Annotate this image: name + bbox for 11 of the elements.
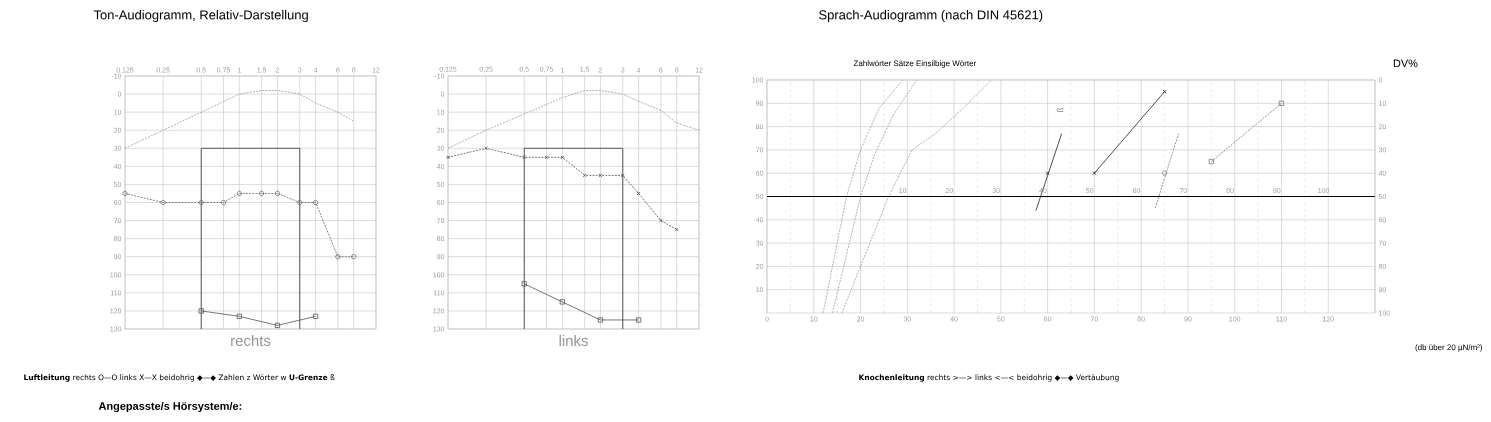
point [1161,170,1168,176]
point [1045,171,1050,176]
point [1278,100,1285,106]
annotation: ß [1056,107,1064,113]
text: Angepasste/s Hörsystem/e: [98,401,242,413]
x-axis-title: links [559,335,588,347]
y2-axis-title: DV% [1393,59,1418,68]
point [1208,158,1214,165]
x-axis-title: rechts [231,335,271,347]
chart-title: Sprach-Audiogramm (nach DIN 45621) [819,9,1043,23]
chart-title: Ton-Audiogramm, Relativ-Darstellung [93,9,308,23]
